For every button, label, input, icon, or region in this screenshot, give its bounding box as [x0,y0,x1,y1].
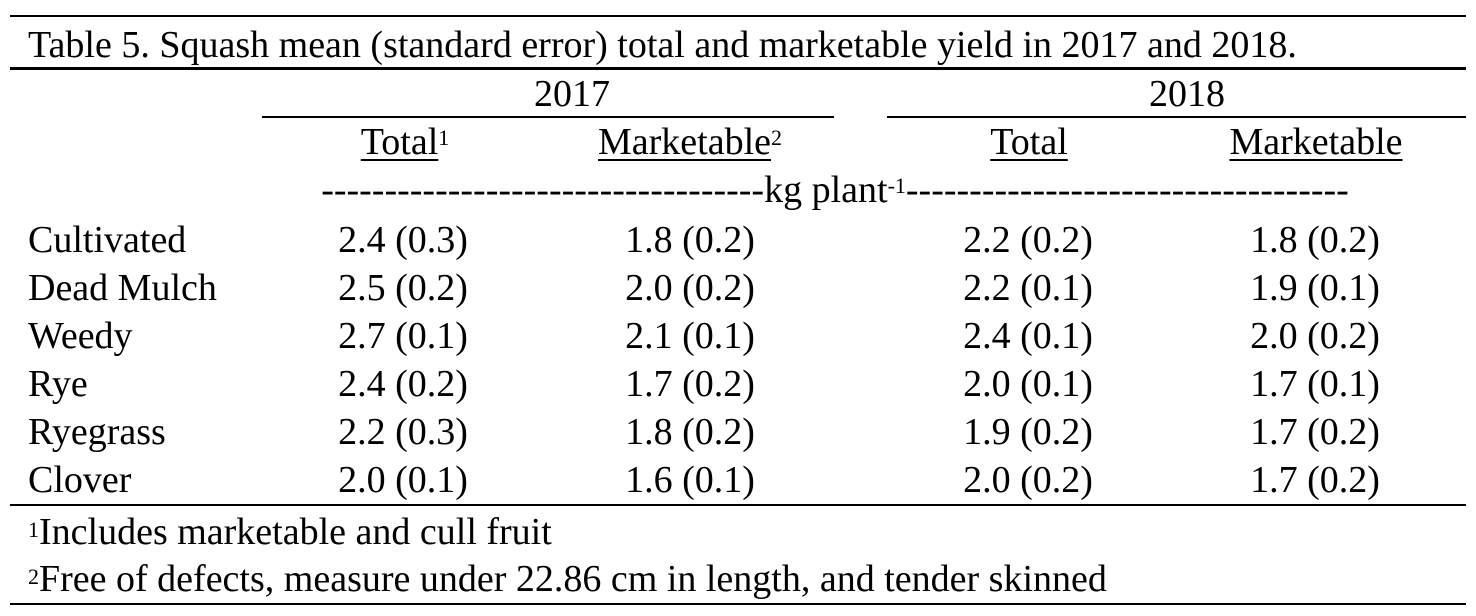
row-label: Weedy [28,315,133,357]
unit-exponent: -1 [887,173,906,198]
title-rule [10,67,1466,70]
unit-left-dashes: ----------------------------------- [321,169,765,211]
table-cell: 1.9 (0.2) [963,411,1093,453]
table-title: Table 5. Squash mean (standard error) to… [28,24,1297,66]
row-label: Cultivated [28,219,187,261]
footnote-2: 2Free of defects, measure under 22.86 cm… [28,557,1107,601]
table-cell: 2.0 (0.2) [625,267,755,309]
body-bottom-rule [10,504,1466,506]
year-2018-rule [887,116,1466,118]
footnote-text: Includes marketable and cull fruit [39,511,552,553]
column-header-label: Total [990,121,1068,163]
row-label: Dead Mulch [28,267,217,309]
footnote-1: 1Includes marketable and cull fruit [28,510,552,554]
table-cell: 1.9 (0.1) [1250,267,1380,309]
table-cell: 1.7 (0.1) [1250,363,1380,405]
year-2017-rule [262,116,834,118]
table-cell: 2.0 (0.2) [1250,315,1380,357]
footnote-mark: 1 [28,517,39,542]
column-header-label: Marketable [597,121,772,163]
table-cell: 1.7 (0.2) [625,363,755,405]
row-label: Rye [28,363,88,405]
table-cell: 1.7 (0.2) [1250,459,1380,501]
table-cell: 2.2 (0.2) [963,219,1093,261]
top-rule [10,15,1466,17]
unit-label: kg plant [764,169,888,211]
footnote-mark: 2 [28,564,39,589]
footnote-marker: 1 [438,125,450,150]
row-label: Ryegrass [28,411,166,453]
year-header-2017: 2017 [534,73,610,115]
column-header-total-2017: Total1 [361,120,450,164]
table-cell: 2.0 (0.1) [338,459,468,501]
table-cell: 2.4 (0.3) [338,219,468,261]
table-cell: 2.0 (0.2) [963,459,1093,501]
table-cell: 1.7 (0.2) [1250,411,1380,453]
table-cell: 2.4 (0.2) [338,363,468,405]
table-cell: 1.8 (0.2) [1250,219,1380,261]
bottom-rule [10,603,1466,605]
column-header-marketable-2018: Marketable [1229,120,1402,164]
column-header-label: Marketable [1229,121,1403,163]
unit-row: -----------------------------------kg pl… [321,168,1349,212]
column-header-label: Total [360,121,439,163]
table-cell: 2.1 (0.1) [625,315,755,357]
row-label: Clover [28,459,132,501]
table-cell: 2.2 (0.1) [963,267,1093,309]
table-cell: 1.8 (0.2) [625,219,755,261]
table-cell: 2.0 (0.1) [963,363,1093,405]
footnote-text: Free of defects, measure under 22.86 cm … [39,558,1107,600]
table-cell: 1.8 (0.2) [625,411,755,453]
table-cell: 2.7 (0.1) [338,315,468,357]
column-header-total-2018: Total [990,120,1068,164]
footnote-marker: 2 [771,125,783,150]
unit-right-dashes: ----------------------------------- [905,169,1349,211]
table-cell: 2.5 (0.2) [338,267,468,309]
table-cell: 2.2 (0.3) [338,411,468,453]
year-header-2018: 2018 [1149,73,1225,115]
column-header-marketable-2017: Marketable2 [598,120,782,164]
table-cell: 2.4 (0.1) [963,315,1093,357]
table-cell: 1.6 (0.1) [625,459,755,501]
